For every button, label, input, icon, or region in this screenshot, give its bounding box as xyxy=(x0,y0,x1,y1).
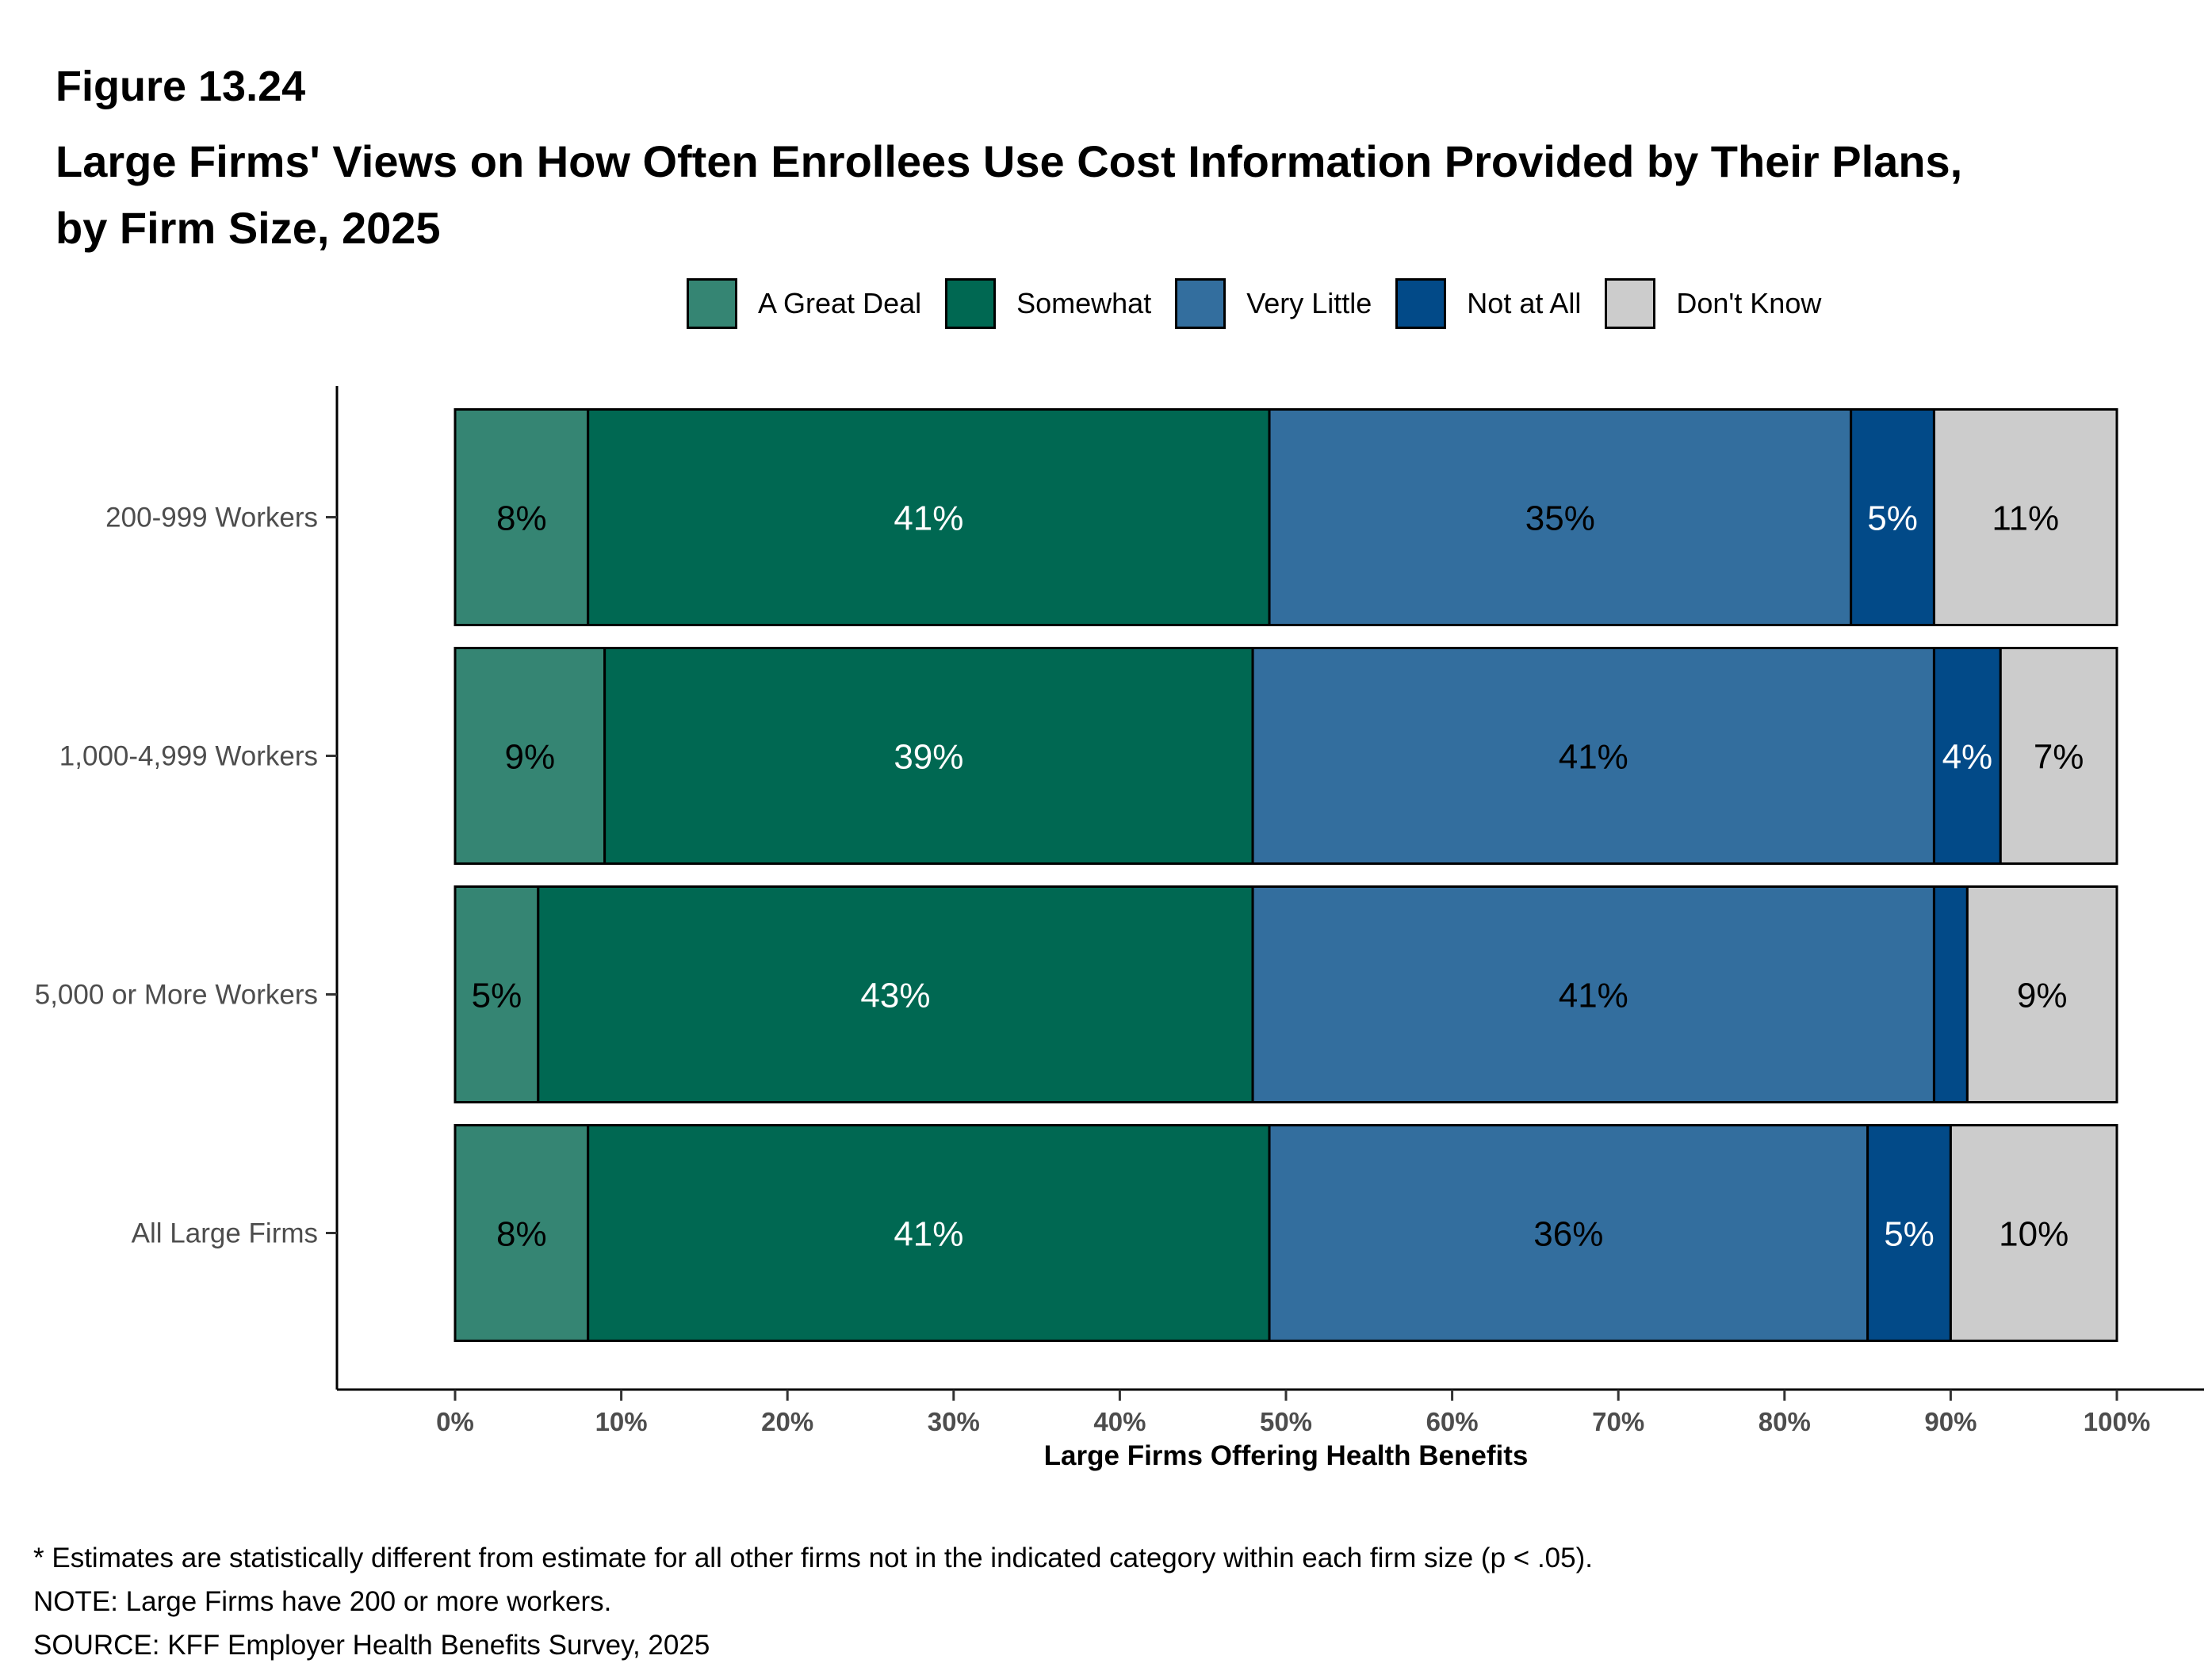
bar-segment xyxy=(1932,408,2118,626)
bar-data-label: 36% xyxy=(1533,1215,1603,1254)
footnote-note: NOTE: Large Firms have 200 or more worke… xyxy=(33,1586,612,1617)
footnote-source: SOURCE: KFF Employer Health Benefits Sur… xyxy=(33,1630,710,1661)
legend-label-somewhat: Somewhat xyxy=(1016,287,1152,319)
x-tick-label: 70% xyxy=(1592,1407,1644,1436)
legend-item-very-little: Very Little xyxy=(1175,278,1372,329)
x-tick-label: 100% xyxy=(2084,1407,2150,1436)
y-tick-label: 200-999 Workers xyxy=(105,503,318,533)
bar-data-label: 39% xyxy=(894,738,963,777)
bar-data-label: 41% xyxy=(894,1215,963,1254)
chart-title-line-1: Large Firms' Views on How Often Enrollee… xyxy=(55,136,1963,186)
bar-data-label: 5% xyxy=(1867,499,1918,538)
legend-swatch-dont-know xyxy=(1605,278,1656,329)
figure-label: Figure 13.24 xyxy=(55,63,306,110)
bar-segment xyxy=(1999,647,2118,865)
x-axis-title: Large Firms Offering Health Benefits xyxy=(1044,1440,1529,1471)
legend-swatch-a-great-deal xyxy=(687,278,737,329)
x-tick-label: 40% xyxy=(1093,1407,1146,1436)
bar-data-label: 7% xyxy=(2034,738,2084,777)
x-tick-label: 80% xyxy=(1759,1407,1811,1436)
bar-data-label: 8% xyxy=(496,1215,547,1254)
x-tick-label: 20% xyxy=(761,1407,813,1436)
bar-data-label: 41% xyxy=(894,499,963,538)
x-tick-label: 10% xyxy=(595,1407,648,1436)
bar-segment xyxy=(1949,1124,2118,1342)
bar-segment xyxy=(1932,647,2002,865)
bar-data-label: 43% xyxy=(860,977,930,1015)
bar-data-label: 9% xyxy=(505,738,556,777)
bar-segment xyxy=(1866,1124,1952,1342)
legend-swatch-very-little xyxy=(1175,278,1227,329)
x-tick-label: 90% xyxy=(1924,1407,1977,1436)
y-tick-label: All Large Firms xyxy=(132,1218,318,1249)
bar-data-label: 35% xyxy=(1525,499,1595,538)
bar-segment xyxy=(587,1124,1271,1342)
x-tick-label: 50% xyxy=(1260,1407,1312,1436)
footnote-asterisk: * Estimates are statistically different … xyxy=(33,1543,1593,1573)
bar-segment xyxy=(1850,408,1935,626)
x-tick-label: 60% xyxy=(1426,1407,1479,1436)
bar-data-label: 5% xyxy=(472,977,522,1015)
bar-segment xyxy=(603,647,1254,865)
bar-segment xyxy=(1268,1124,1869,1342)
bar-data-label: 9% xyxy=(2017,977,2068,1015)
legend-item-somewhat: Somewhat xyxy=(945,278,1151,329)
legend: A Great Deal Somewhat Very Little Not at… xyxy=(687,276,1845,331)
x-tick-label: 30% xyxy=(928,1407,980,1436)
bar-segment xyxy=(1251,885,1935,1103)
x-tick-label: 0% xyxy=(436,1407,474,1436)
legend-swatch-not-at-all xyxy=(1395,278,1447,329)
bar-data-label: 5% xyxy=(1884,1215,1935,1254)
legend-item-a-great-deal: A Great Deal xyxy=(687,278,921,329)
footnotes: * Estimates are statistically different … xyxy=(33,1536,1593,1667)
legend-label-very-little: Very Little xyxy=(1246,287,1372,319)
legend-label-a-great-deal: A Great Deal xyxy=(758,287,922,319)
legend-label-not-at-all: Not at All xyxy=(1467,287,1582,319)
legend-item-not-at-all: Not at All xyxy=(1395,278,1581,329)
bar-segment xyxy=(1268,408,1853,626)
bar-segment xyxy=(453,408,590,626)
y-tick-label: 1,000-4,999 Workers xyxy=(59,741,318,772)
bar-data-label: 41% xyxy=(1559,738,1628,777)
bar-data-label: 11% xyxy=(1992,499,2059,538)
bar-segment xyxy=(1932,885,1969,1103)
bar-segment xyxy=(587,408,1271,626)
legend-swatch-somewhat xyxy=(945,278,997,329)
y-tick-label: 5,000 or More Workers xyxy=(35,980,318,1011)
bar-segment xyxy=(1251,647,1935,865)
bar-segment xyxy=(537,885,1254,1103)
bar-segment xyxy=(453,647,607,865)
bar-data-label: 41% xyxy=(1559,977,1628,1015)
bar-data-label: 10% xyxy=(1999,1215,2068,1254)
bar-segment xyxy=(1965,885,2118,1103)
legend-item-dont-know: Don't Know xyxy=(1605,278,1821,329)
legend-label-dont-know: Don't Know xyxy=(1676,287,1822,319)
chart-title-line-2: by Firm Size, 2025 xyxy=(55,203,441,253)
bar-data-label: 4% xyxy=(1942,738,1993,777)
stacked-bar-chart: 0% 10% 20% 30% 40% 50% 60% 70% 80% 90% 100% Large F… xyxy=(35,386,2204,1471)
bar-data-label: 8% xyxy=(496,499,547,538)
chart-title: Large Firms' Views on How Often Enrollee… xyxy=(55,128,2149,262)
